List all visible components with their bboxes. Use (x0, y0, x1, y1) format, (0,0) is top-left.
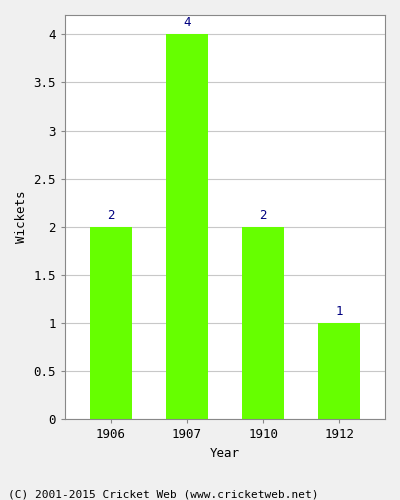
Text: 4: 4 (183, 16, 191, 30)
Bar (242, 227, 284, 420)
X-axis label: Year: Year (210, 447, 240, 460)
Bar (90, 227, 132, 420)
Text: (C) 2001-2015 Cricket Web (www.cricketweb.net): (C) 2001-2015 Cricket Web (www.cricketwe… (8, 490, 318, 500)
Y-axis label: Wickets: Wickets (15, 191, 28, 244)
Text: 2: 2 (259, 209, 267, 222)
Text: 2: 2 (107, 209, 114, 222)
Bar (166, 34, 208, 420)
Text: 1: 1 (336, 306, 343, 318)
Bar (318, 323, 360, 420)
